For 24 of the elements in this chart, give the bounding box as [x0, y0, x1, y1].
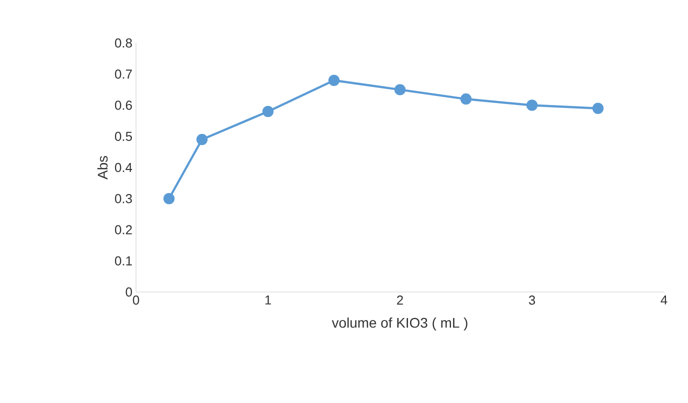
- y-tick-label: 0.3: [114, 194, 132, 204]
- x-tick-label: 4: [660, 296, 668, 304]
- x-tick-label: 0: [132, 296, 140, 305]
- point: [262, 106, 274, 118]
- point: [196, 134, 208, 146]
- x-tick-label: 2: [397, 296, 403, 305]
- x-axis-title: volume of KIO3 ( mL ): [332, 318, 468, 331]
- point: [526, 100, 538, 111]
- point: [328, 74, 340, 86]
- point: [460, 93, 472, 105]
- y-tick-label: 0.8: [114, 38, 132, 48]
- point: [592, 102, 604, 114]
- y-tick-label: 0.6: [114, 100, 132, 110]
- y-tick-label: 0.5: [114, 132, 132, 141]
- y-tick-label: 0.2: [114, 225, 132, 234]
- x-tick-label: 3: [528, 296, 536, 305]
- y-tick-label: 0.4: [114, 162, 132, 172]
- y-axis-title: Abs: [97, 156, 108, 180]
- point: [394, 84, 406, 96]
- y-tick-label: 0: [126, 287, 132, 297]
- y-tick-label: 0.7: [114, 70, 132, 79]
- point: [163, 193, 175, 204]
- y-tick-label: 0.1: [114, 256, 132, 266]
- x-tick-label: 1: [265, 296, 271, 304]
